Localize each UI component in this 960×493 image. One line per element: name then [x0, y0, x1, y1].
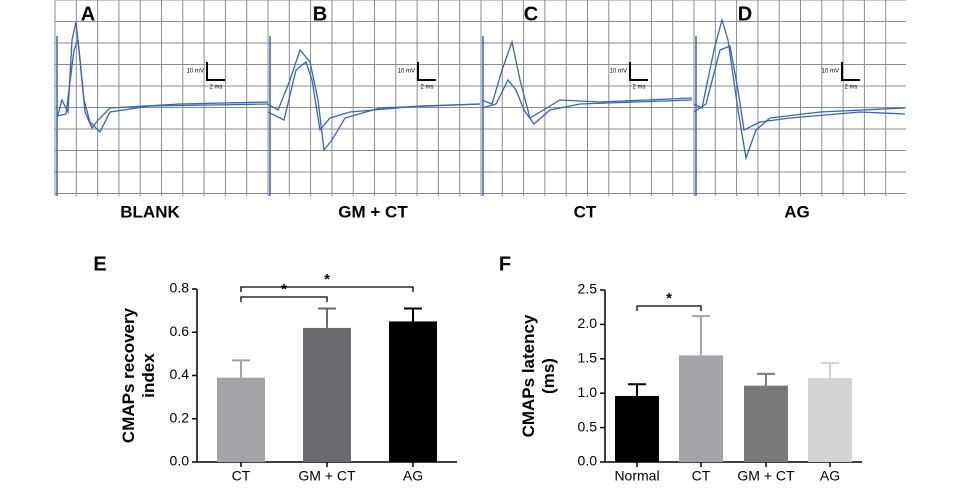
- scale-bar: [417, 62, 436, 81]
- x-tick-label: AG: [820, 468, 840, 484]
- scale-y-label: 10 mV: [187, 69, 204, 75]
- y-tick-label: 0.5: [578, 418, 598, 434]
- panel-letter: B: [313, 3, 327, 25]
- y-axis-label-line: CMAPs latency: [519, 314, 538, 437]
- scale-bar: [841, 62, 860, 81]
- y-tick-label: 0.8: [170, 280, 190, 296]
- significance-bracket: [240, 296, 328, 302]
- scale-x-label: 2 ms: [209, 85, 222, 91]
- y-tick-label: 2.5: [578, 281, 598, 297]
- scale-x-label: 2 ms: [844, 85, 857, 91]
- scale-bar: [206, 62, 225, 81]
- panel-letter: A: [81, 3, 95, 25]
- trace: [267, 48, 481, 152]
- bar: [679, 355, 723, 462]
- panel-letter: D: [738, 3, 752, 25]
- bar: [808, 378, 852, 462]
- y-axis-label: CMAPs latency(ms): [519, 314, 558, 437]
- bar: [303, 327, 351, 462]
- y-tick-label: 2.0: [578, 315, 598, 331]
- y-tick-label: 0.0: [170, 453, 190, 469]
- panel-letter: F: [499, 253, 511, 275]
- significance-label: *: [666, 290, 672, 307]
- x-tick-label: GM + CT: [298, 468, 356, 484]
- y-tick-label: 0.2: [170, 409, 190, 425]
- scale-x-label: 2 ms: [420, 85, 433, 91]
- traces: [56, 17, 906, 196]
- trace-grid: [54, 0, 906, 196]
- trace: [267, 60, 481, 132]
- x-tick-label: AG: [403, 468, 423, 484]
- y-tick-label: 1.5: [578, 350, 598, 366]
- y-tick-label: 0.0: [578, 453, 598, 469]
- panel-label: CT: [574, 202, 597, 221]
- significance-bracket: [240, 286, 414, 292]
- trace: [56, 39, 269, 134]
- trace: [56, 21, 269, 130]
- x-tick-label: GM + CT: [737, 468, 795, 484]
- bar: [217, 377, 265, 462]
- y-tick-label: 0.4: [170, 366, 190, 382]
- scale-y-label: 10 mV: [610, 69, 627, 75]
- scale-y-label: 10 mV: [398, 69, 415, 75]
- x-tick-label: CT: [692, 468, 711, 484]
- panel-label: AG: [784, 202, 810, 221]
- panel-label: GM + CT: [338, 202, 408, 221]
- panel-letter: E: [93, 253, 106, 275]
- y-tick-label: 0.6: [170, 323, 190, 339]
- panel-label: BLANK: [120, 202, 180, 221]
- trace: [481, 39, 693, 120]
- trace: [693, 17, 906, 161]
- significance-label: *: [324, 271, 330, 288]
- scale-y-label: 10 mV: [822, 69, 839, 75]
- trace: [693, 45, 906, 131]
- y-axis-label-line: CMAPs recovery: [119, 307, 138, 443]
- bar: [615, 395, 659, 462]
- bar: [744, 385, 788, 462]
- panel-letter: C: [524, 3, 538, 25]
- significance-bracket: [636, 305, 702, 311]
- x-tick-label: CT: [232, 468, 251, 484]
- y-axis-label-line: index: [139, 353, 158, 398]
- y-axis-label: CMAPs recoveryindex: [119, 307, 158, 443]
- bar: [389, 321, 437, 462]
- y-tick-label: 1.0: [578, 384, 598, 400]
- significance-label: *: [281, 281, 287, 298]
- x-tick-label: Normal: [614, 468, 659, 484]
- trace: [481, 78, 693, 125]
- scale-x-label: 2 ms: [632, 85, 645, 91]
- y-axis-label-line: (ms): [539, 358, 558, 394]
- scale-bar: [629, 62, 648, 81]
